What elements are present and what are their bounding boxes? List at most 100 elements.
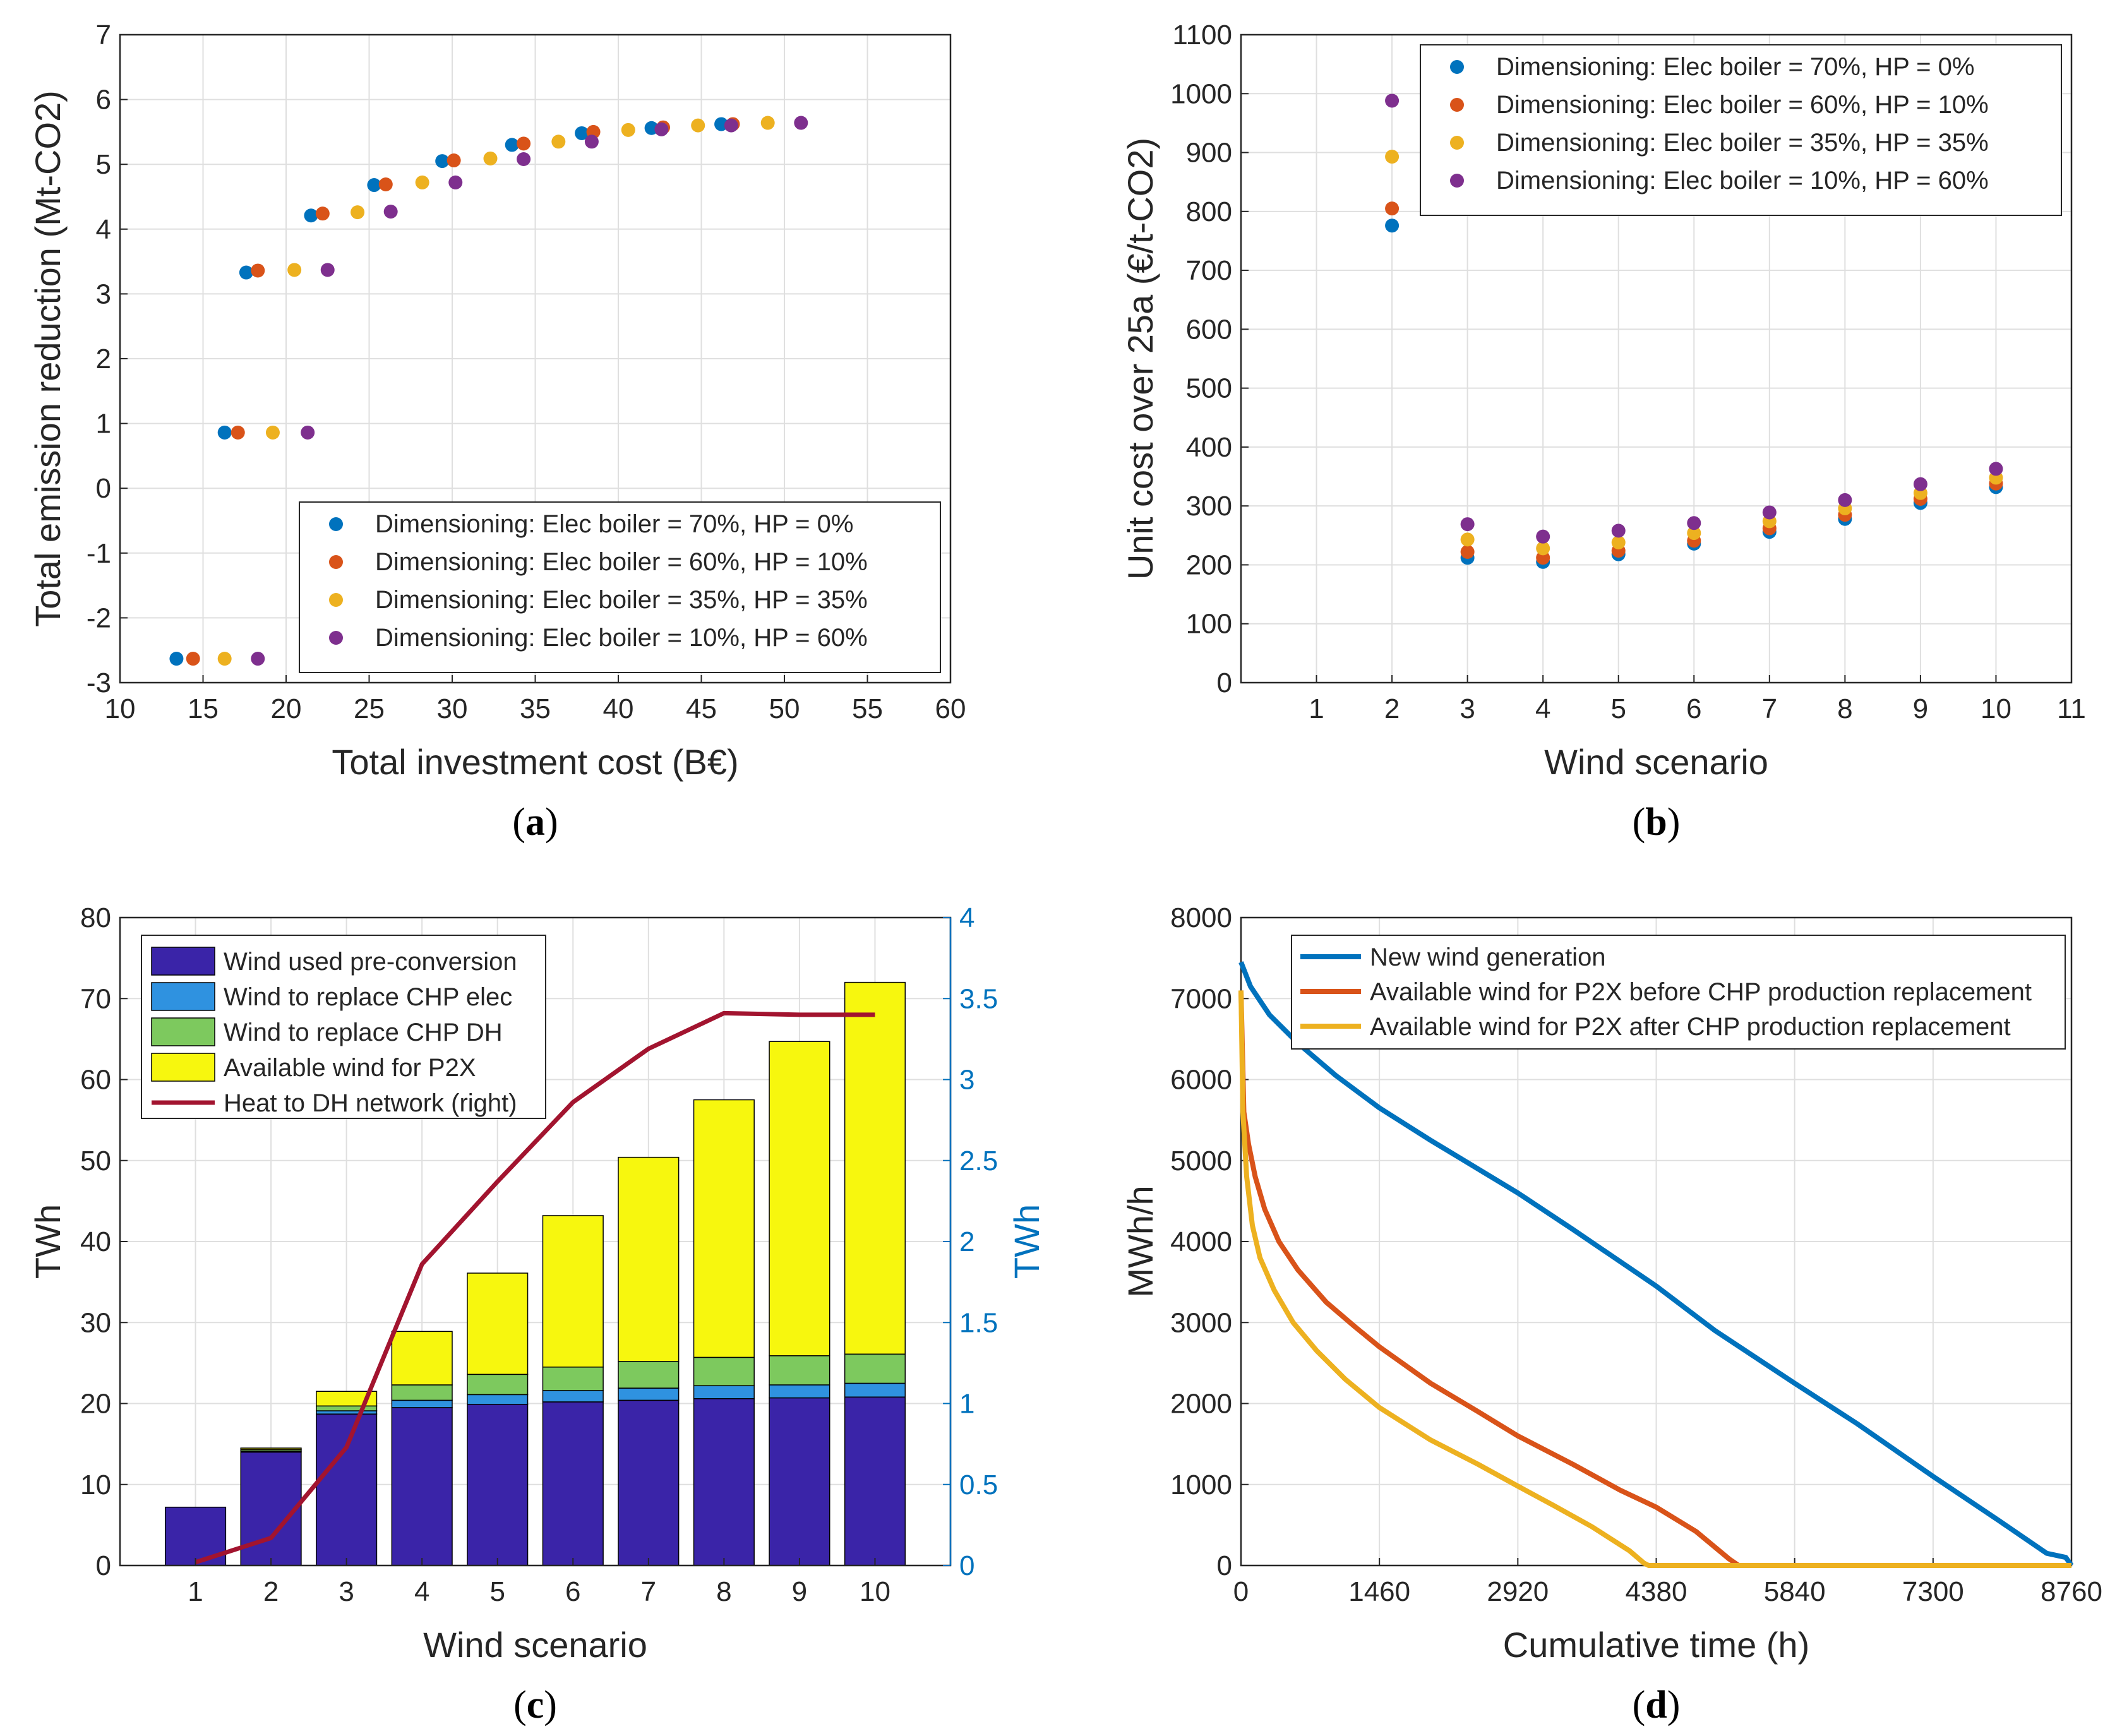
y-right-tick-label: 0.5	[959, 1470, 998, 1500]
bar-segment	[844, 1353, 906, 1384]
y-tick-label: 10	[80, 1470, 111, 1500]
bar-segment	[769, 1355, 830, 1386]
data-point	[517, 136, 531, 151]
data-point	[794, 116, 808, 130]
y-right-tick-label: 1	[959, 1389, 974, 1420]
legend-entry: Dimensioning: Elec boiler = 60%, HP = 10…	[1496, 91, 1989, 119]
legend-entry: Dimensioning: Elec boiler = 35%, HP = 35…	[375, 586, 868, 614]
bar-segment	[769, 1041, 830, 1356]
caption-close-paren: )	[545, 801, 558, 844]
y-axis-label: MWh/h	[1120, 1185, 1160, 1297]
series-3	[1385, 93, 2003, 544]
data-point	[217, 652, 232, 666]
data-point	[724, 118, 738, 133]
legend-entry: Available wind for P2X after CHP product…	[1370, 1013, 2011, 1041]
bar-segment	[391, 1384, 453, 1401]
x-axis-label: Cumulative time (h)	[1503, 1625, 1809, 1665]
legend-marker	[1450, 60, 1464, 74]
y-tick-label: 50	[80, 1146, 111, 1176]
y-tick-label: 800	[1186, 196, 1232, 227]
x-tick-label: 9	[792, 1576, 807, 1607]
legend-marker	[329, 631, 343, 645]
chart-panel-d: 0 1460 2920 4380 5840 7300 8760 0 1000 2000 3000 40…	[1120, 902, 2102, 1665]
x-tick-label: 2	[263, 1576, 279, 1607]
data-point	[448, 175, 463, 189]
y-tick-label: 0	[1217, 1550, 1232, 1581]
bar-segment	[542, 1215, 604, 1368]
y-tick-label: 7	[96, 20, 111, 51]
y-tick-label: 30	[80, 1307, 111, 1338]
caption-letter: a	[525, 801, 545, 844]
data-point	[301, 425, 315, 440]
y-right-tick-label: 3	[959, 1065, 974, 1096]
y-tick-label: 60	[80, 1065, 111, 1096]
y-tick-label: 6	[96, 85, 111, 116]
legend-marker	[329, 555, 343, 569]
legend-swatch	[151, 982, 215, 1011]
x-tick-label: 45	[686, 693, 717, 724]
y-tick-label: 1000	[1170, 1470, 1232, 1500]
legend-entry: Wind used pre-conversion	[224, 948, 517, 976]
legend-entry: Wind to replace CHP elec	[224, 983, 512, 1011]
bar-segment	[316, 1410, 378, 1415]
data-point	[483, 151, 498, 165]
y-tick-label: 5000	[1170, 1146, 1232, 1176]
bar-segment	[844, 981, 906, 1355]
y-tick-label: 80	[80, 902, 111, 933]
legend-entry: Dimensioning: Elec boiler = 10%, HP = 60…	[375, 624, 868, 652]
bar-segment	[618, 1156, 680, 1362]
x-tick-label: 30	[437, 693, 468, 724]
caption-close-paren: )	[1667, 801, 1681, 844]
data-point	[378, 177, 393, 192]
chart-panel-b: 1 2 3 4 5 6 7 8 9 10 11 0 100 200 300 400 500 600 700 800 90…	[1120, 20, 2086, 782]
data-point	[447, 153, 461, 168]
x-tick-label: 10	[1981, 693, 2011, 724]
y-right-axis-label: TWh	[1007, 1204, 1046, 1279]
bar-segment	[467, 1374, 529, 1396]
data-point	[287, 263, 302, 277]
data-point	[1536, 541, 1550, 556]
panel-caption-d: (d)	[1633, 1684, 1681, 1727]
legend-entry: Dimensioning: Elec boiler = 10%, HP = 60…	[1496, 167, 1989, 195]
data-point	[1611, 536, 1626, 550]
y-tick-label: 1100	[1172, 20, 1232, 51]
bar-segment	[391, 1407, 453, 1566]
data-point	[251, 652, 265, 666]
y-tick-label: 4000	[1170, 1226, 1232, 1257]
data-point	[1460, 532, 1475, 547]
y-tick-label: 0	[1217, 667, 1232, 698]
x-tick-label: 5	[489, 1576, 505, 1607]
series-3	[251, 116, 808, 666]
legend-marker	[1450, 136, 1464, 150]
y-tick-label: 6000	[1170, 1065, 1232, 1096]
chart-panel-c: 0 10 20 30 40 50 60 70 80 0 0.5 1 1.5 2 2.5 3 3.5 4 1 2 3 4 5 6…	[28, 902, 1046, 1665]
legend-entry: Dimensioning: Elec boiler = 70%, HP = 0%	[375, 510, 853, 538]
series-2	[217, 116, 775, 666]
data-point	[1385, 201, 1400, 216]
x-tick-label: 8	[1837, 693, 1852, 724]
y-tick-label: 3000	[1170, 1307, 1232, 1338]
data-point	[320, 263, 335, 277]
y-tick-label: -2	[87, 602, 111, 633]
x-tick-label: 4	[1535, 693, 1550, 724]
y-right-tick-label: 2.5	[959, 1146, 998, 1176]
y-tick-label: 1	[96, 409, 111, 440]
legend-marker	[329, 593, 343, 607]
x-tick-label: 0	[1233, 1576, 1249, 1607]
y-tick-label: 1000	[1170, 78, 1232, 109]
y-axis-label: Total emission reduction (Mt-CO2)	[28, 90, 68, 627]
panel-caption-a: (a)	[512, 801, 558, 844]
data-point	[1611, 524, 1626, 538]
x-tick-label: 7	[1762, 693, 1777, 724]
data-point	[1762, 505, 1777, 520]
y-tick-label: 20	[80, 1389, 111, 1420]
bar-segment	[240, 1447, 302, 1451]
data-point	[760, 116, 775, 130]
data-point	[551, 135, 566, 149]
bar-segment	[618, 1387, 680, 1401]
bar-segment	[693, 1356, 755, 1387]
bar-segment	[467, 1404, 529, 1566]
panel-caption-b: (b)	[1633, 801, 1681, 844]
bar-segment	[769, 1384, 830, 1399]
